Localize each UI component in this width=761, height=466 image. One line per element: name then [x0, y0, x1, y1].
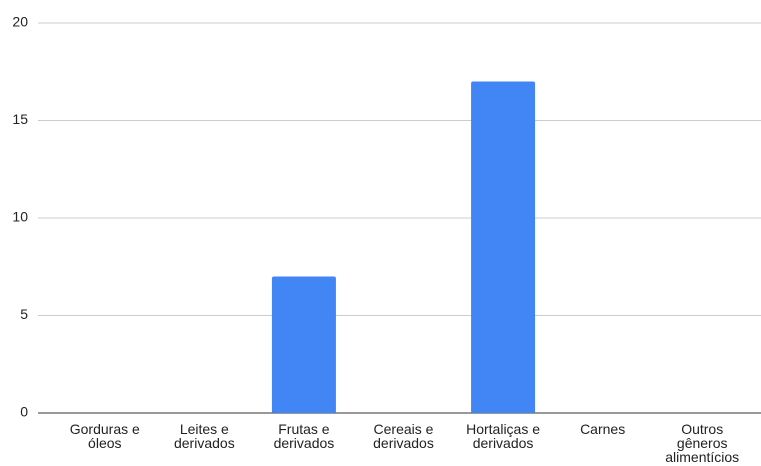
bar [471, 81, 536, 413]
y-tick-label: 5 [20, 306, 28, 322]
bar [271, 276, 336, 413]
x-tick-label: Carnes [580, 421, 626, 437]
y-tick-label: 0 [20, 404, 28, 420]
y-tick-label: 20 [12, 14, 28, 30]
y-tick-label: 15 [12, 111, 28, 127]
x-tick-label: Gorduras e óleos [69, 421, 140, 451]
x-tick-label: Hortaliças e derivados [466, 421, 541, 451]
x-tick-label: Frutas e derivados [273, 421, 335, 451]
y-tick-label: 10 [12, 209, 28, 225]
x-tick-label: Cereais e derivados [373, 421, 434, 451]
x-tick-label: Leites e derivados [173, 421, 235, 451]
x-tick-label: Outros gêneros alimentícios [665, 421, 740, 465]
